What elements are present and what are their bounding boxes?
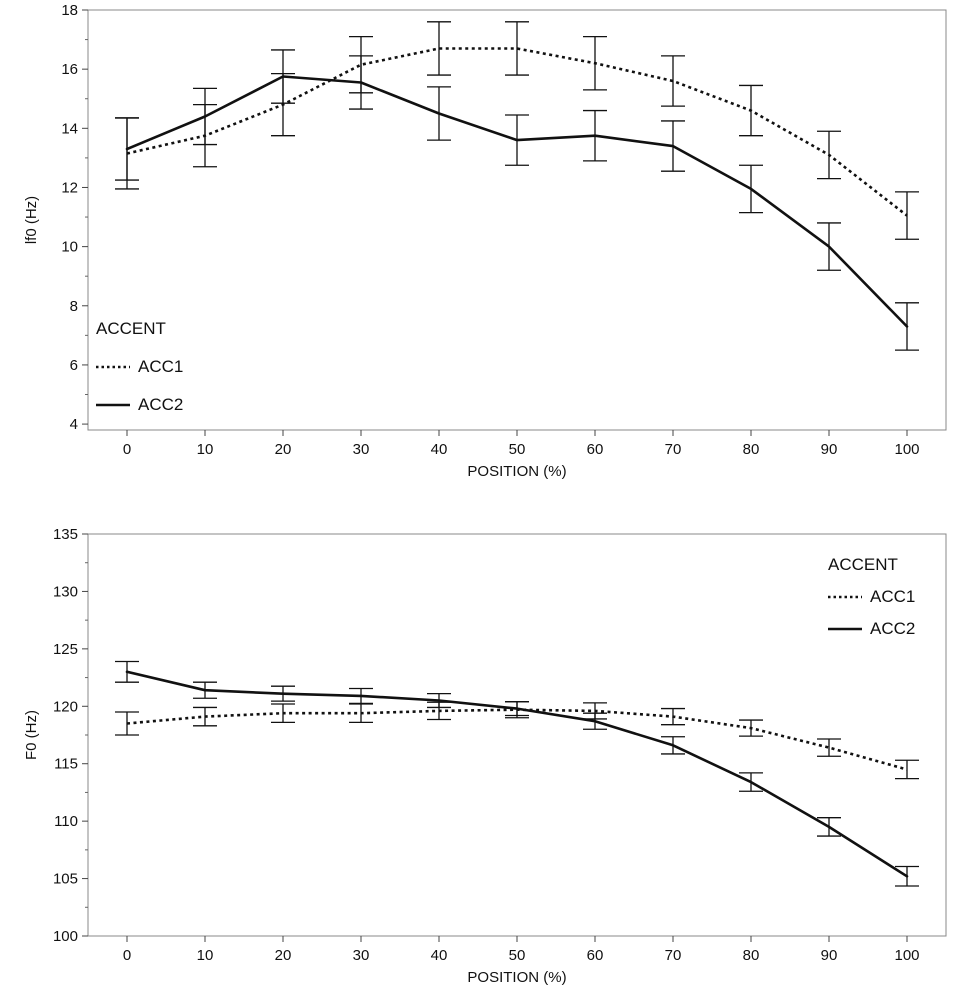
y-tick-label: 8 — [70, 298, 78, 315]
plot-area — [87, 533, 947, 937]
y-tick-label: 135 — [53, 526, 78, 543]
y-tick-label: 125 — [53, 641, 78, 658]
y-axis-label: lf0 (Hz) — [23, 196, 40, 244]
x-tick-label: 0 — [123, 441, 131, 458]
legend: ACCENT ACC1 ACC2 — [828, 555, 915, 638]
x-tick-label: 70 — [665, 947, 682, 964]
y-tick-label: 115 — [54, 756, 78, 773]
x-tick-label: 30 — [353, 441, 370, 458]
x-tick-label: 90 — [821, 947, 838, 964]
x-axis-label: POSITION (%) — [467, 463, 566, 480]
legend-entry-acc2: ACC2 — [870, 619, 915, 638]
x-tick-label: 20 — [275, 441, 292, 458]
x-tick-label: 60 — [587, 441, 604, 458]
legend: ACCENT ACC1 ACC2 — [96, 319, 183, 414]
series-group — [115, 21, 919, 351]
x-tick-label: 80 — [743, 947, 760, 964]
y-tick-label: 16 — [61, 61, 78, 78]
y-tick-label: 120 — [53, 698, 78, 715]
x-axis: 0 10 20 30 40 50 60 70 80 90 100 — [123, 430, 920, 458]
chart-f0: 100 105 110 115 120 125 130 135 0 10 20 30 40 50 60 70… — [23, 526, 947, 986]
y-tick-label: 110 — [54, 813, 78, 830]
y-axis-label: F0 (Hz) — [23, 710, 40, 760]
y-tick-label: 10 — [61, 239, 78, 256]
x-tick-label: 10 — [197, 441, 214, 458]
chart-lf0: 4 6 8 10 12 14 16 18 0 10 20 30 40 50 60 70 80 90 100 POS… — [23, 2, 947, 480]
x-axis: 0 10 20 30 40 50 60 70 80 90 100 — [123, 936, 920, 964]
x-tick-label: 90 — [821, 441, 838, 458]
y-axis: 4 6 8 10 12 14 16 18 — [61, 2, 88, 433]
x-tick-label: 40 — [431, 947, 448, 964]
x-tick-label: 80 — [743, 441, 760, 458]
series-group — [115, 660, 919, 887]
x-tick-label: 100 — [894, 947, 919, 964]
legend-title: ACCENT — [828, 555, 898, 574]
y-tick-label: 105 — [53, 871, 78, 888]
legend-entry-acc2: ACC2 — [138, 395, 183, 414]
x-tick-label: 100 — [894, 441, 919, 458]
y-tick-label: 12 — [61, 179, 78, 196]
x-tick-label: 30 — [353, 947, 370, 964]
plot-area — [87, 9, 947, 431]
x-tick-label: 50 — [509, 441, 526, 458]
y-axis: 100 105 110 115 120 125 130 135 — [53, 526, 88, 945]
x-tick-label: 20 — [275, 947, 292, 964]
x-tick-label: 60 — [587, 947, 604, 964]
x-tick-label: 10 — [197, 947, 214, 964]
y-tick-label: 18 — [61, 2, 78, 19]
x-axis-label: POSITION (%) — [467, 969, 566, 986]
x-tick-label: 50 — [509, 947, 526, 964]
y-tick-label: 4 — [70, 416, 78, 433]
legend-title: ACCENT — [96, 319, 166, 338]
x-tick-label: 40 — [431, 441, 448, 458]
y-tick-label: 6 — [70, 357, 78, 374]
y-tick-label: 130 — [53, 583, 78, 600]
legend-entry-acc1: ACC1 — [138, 357, 183, 376]
legend-entry-acc1: ACC1 — [870, 587, 915, 606]
x-tick-label: 70 — [665, 441, 682, 458]
y-tick-label: 100 — [53, 928, 78, 945]
x-tick-label: 0 — [123, 947, 131, 964]
y-tick-label: 14 — [61, 120, 78, 137]
